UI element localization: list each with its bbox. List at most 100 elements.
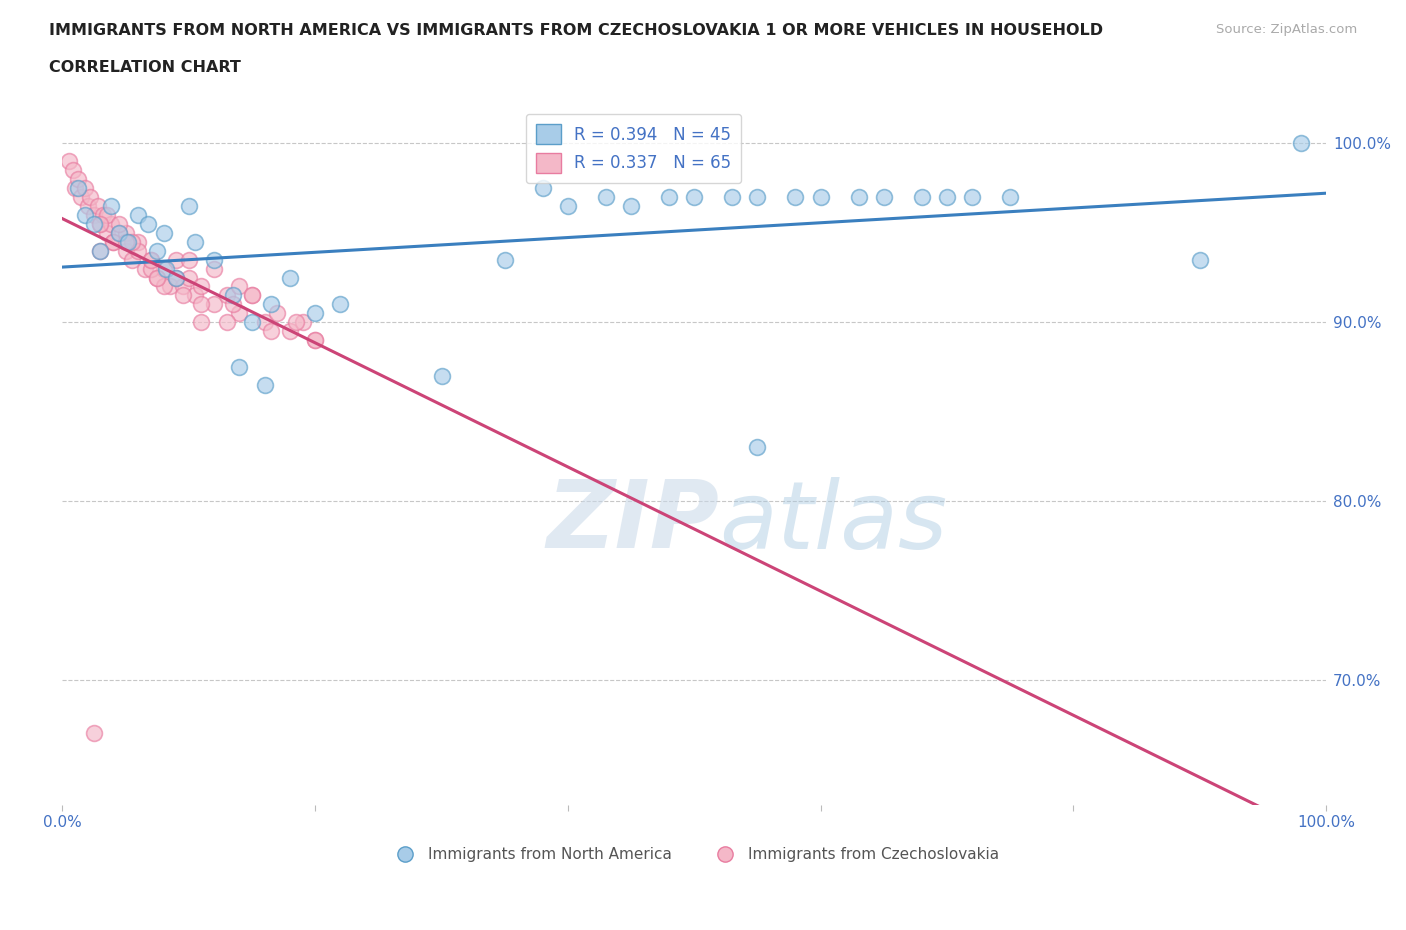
Point <box>83 217 105 232</box>
Point <box>430 368 453 383</box>
Point <box>165 252 187 267</box>
Point <box>75 180 97 195</box>
Point <box>683 190 706 205</box>
Point <box>620 198 643 213</box>
Point <box>152 261 174 276</box>
Point <box>138 217 160 232</box>
Legend: Immigrants from North America, Immigrants from Czechoslovakia: Immigrants from North America, Immigrant… <box>384 841 1005 868</box>
Point <box>177 270 200 285</box>
Point <box>531 180 554 195</box>
Point <box>114 244 136 259</box>
Point <box>58 153 80 168</box>
Point <box>222 297 245 312</box>
Point <box>89 217 111 232</box>
Point <box>228 279 250 294</box>
Point <box>121 234 143 249</box>
Point <box>165 270 187 285</box>
Point <box>285 314 308 329</box>
Point <box>83 207 105 222</box>
Point <box>139 252 162 267</box>
Point <box>177 252 200 267</box>
Point <box>66 180 89 195</box>
Point <box>329 297 352 312</box>
Point <box>291 314 314 329</box>
Point <box>304 333 326 348</box>
Point <box>70 190 93 205</box>
Point <box>202 297 225 312</box>
Point <box>91 207 114 222</box>
Point <box>222 288 245 303</box>
Point <box>240 288 263 303</box>
Point <box>873 190 896 205</box>
Point <box>228 360 250 375</box>
Point <box>146 244 169 259</box>
Point <box>152 279 174 294</box>
Point <box>936 190 959 205</box>
Point <box>747 440 769 455</box>
Point <box>278 324 301 339</box>
Point <box>240 314 263 329</box>
Point <box>658 190 681 205</box>
Point <box>79 190 101 205</box>
Text: atlas: atlas <box>720 477 948 568</box>
Point <box>177 198 200 213</box>
Point <box>494 252 516 267</box>
Point <box>595 190 617 205</box>
Point <box>108 225 131 240</box>
Point <box>260 324 283 339</box>
Point <box>83 726 105 741</box>
Point <box>108 225 131 240</box>
Text: IMMIGRANTS FROM NORTH AMERICA VS IMMIGRANTS FROM CZECHOSLOVAKIA 1 OR MORE VEHICL: IMMIGRANTS FROM NORTH AMERICA VS IMMIGRA… <box>49 23 1104 38</box>
Point <box>253 314 276 329</box>
Point <box>304 333 326 348</box>
Point <box>962 190 984 205</box>
Text: Source: ZipAtlas.com: Source: ZipAtlas.com <box>1216 23 1357 36</box>
Point <box>100 217 122 232</box>
Point <box>89 244 111 259</box>
Point <box>172 279 194 294</box>
Point <box>998 190 1021 205</box>
Point <box>139 252 162 267</box>
Point <box>159 279 181 294</box>
Point <box>165 270 187 285</box>
Point <box>202 252 225 267</box>
Point <box>810 190 832 205</box>
Point <box>146 270 169 285</box>
Point <box>848 190 870 205</box>
Point <box>1289 136 1312 151</box>
Point <box>785 190 807 205</box>
Point <box>96 225 118 240</box>
Point <box>190 279 212 294</box>
Point <box>66 172 89 187</box>
Point <box>184 234 207 249</box>
Point <box>202 261 225 276</box>
Point <box>190 314 212 329</box>
Point <box>228 306 250 321</box>
Point <box>114 225 136 240</box>
Point <box>75 207 97 222</box>
Point <box>152 225 174 240</box>
Point <box>101 234 124 249</box>
Point <box>304 306 326 321</box>
Point <box>89 217 111 232</box>
Point <box>121 252 143 267</box>
Point <box>215 314 238 329</box>
Point <box>76 198 98 213</box>
Point <box>1188 252 1211 267</box>
Text: ZIP: ZIP <box>547 476 720 568</box>
Point <box>557 198 579 213</box>
Point <box>108 217 131 232</box>
Point <box>96 207 118 222</box>
Point <box>139 261 162 276</box>
Point <box>62 163 84 178</box>
Point <box>100 198 122 213</box>
Point <box>63 180 86 195</box>
Point <box>89 244 111 259</box>
Text: CORRELATION CHART: CORRELATION CHART <box>49 60 240 75</box>
Point <box>240 288 263 303</box>
Point <box>253 378 276 392</box>
Point <box>127 234 149 249</box>
Point <box>155 261 177 276</box>
Point <box>101 234 124 249</box>
Point <box>278 270 301 285</box>
